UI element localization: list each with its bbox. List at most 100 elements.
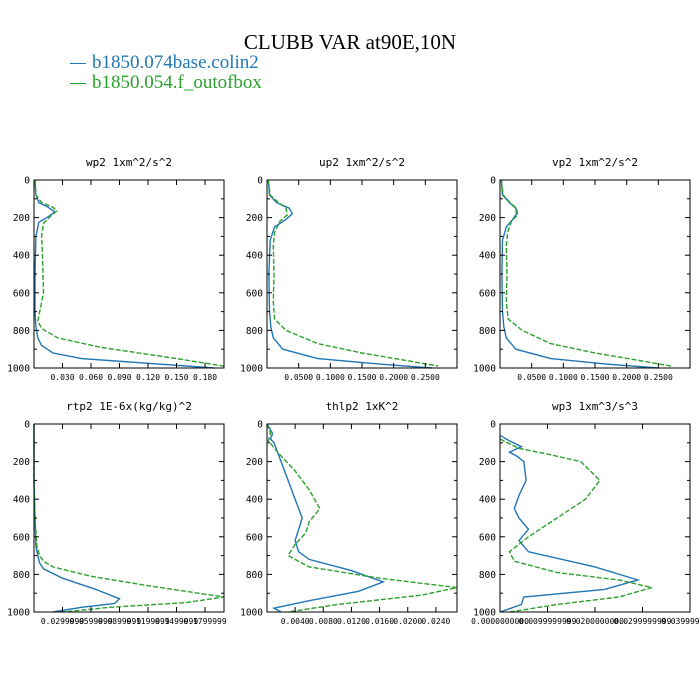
y-tick-label: 0 [257, 420, 263, 431]
x-tick-label: 0.030 [50, 373, 74, 382]
legend-entry: b1850.054.f_outofbox [70, 72, 262, 94]
y-tick-label: 200 [246, 457, 263, 468]
series-line-0 [267, 179, 432, 369]
x-tick-label: 0.0899999 [98, 617, 142, 626]
y-tick-label: 400 [13, 495, 30, 506]
series-line-0 [500, 179, 659, 369]
series-line-1 [500, 179, 672, 367]
x-tick-label: 0.1799999 [183, 617, 227, 626]
y-tick-label: 200 [479, 457, 496, 468]
series-line-1 [267, 179, 439, 367]
y-tick-label: 1000 [240, 364, 263, 375]
x-tick-label: 0.0500 [517, 373, 546, 382]
y-tick-label: 600 [479, 288, 496, 299]
y-tick-label: 400 [246, 495, 263, 506]
y-tick-label: 600 [479, 532, 496, 543]
x-tick-label: 0.0299999999 [614, 617, 672, 626]
y-tick-label: 600 [13, 532, 30, 543]
plot-frame [266, 179, 458, 369]
y-tick-label: 600 [13, 288, 30, 299]
x-tick-label: 0.2500 [644, 373, 673, 382]
plot-frame [33, 179, 225, 369]
series-line-1 [499, 438, 653, 613]
x-tick-label: 0.0080 [309, 617, 338, 626]
plot-frame [499, 423, 691, 613]
series-line-0 [34, 179, 215, 369]
y-tick-label: 800 [479, 326, 496, 337]
y-tick-label: 1000 [473, 364, 496, 375]
x-tick-label: 0.0200000000 [566, 617, 624, 626]
y-tick-label: 400 [479, 495, 496, 506]
legend-entry: b1850.074base.colin2 [70, 52, 259, 74]
x-tick-label: 0.1000 [549, 373, 578, 382]
panel-title: vp2 1xm^2/s^2 [552, 156, 638, 169]
figure-title: CLUBB VAR at90E,10N [243, 30, 457, 54]
x-tick-label: 0.150 [164, 373, 188, 382]
x-tick-label: 0.0040 [281, 617, 310, 626]
x-tick-label: 0.0599999 [69, 617, 113, 626]
y-tick-label: 400 [479, 251, 496, 262]
legend-dashed-line-icon [70, 83, 86, 85]
y-tick-label: 800 [479, 570, 496, 581]
panel-title: up2 1xm^2/s^2 [319, 156, 405, 169]
y-tick-label: 600 [246, 288, 263, 299]
legend-label: b1850.054.f_outofbox [92, 72, 262, 93]
chart-panel-5: wp3 1xm^3/s^3 0 200 400 600 800 10000.00000000… [471, 400, 700, 626]
series-line-1 [34, 179, 225, 367]
chart-panel-1: up2 1xm^2/s^2 0 200 400 600 800 1000 0.0500 0.10… [240, 156, 458, 382]
y-tick-label: 800 [246, 326, 263, 337]
y-tick-label: 400 [246, 251, 263, 262]
x-tick-label: 0.1499999 [155, 617, 199, 626]
y-tick-label: 0 [490, 420, 496, 431]
x-tick-label: 0.1199999 [126, 617, 170, 626]
y-tick-label: 1000 [473, 608, 496, 619]
x-tick-label: 0.1500 [581, 373, 610, 382]
x-tick-label: 0.1500 [348, 373, 377, 382]
series-line-1 [33, 424, 225, 613]
y-tick-label: 600 [246, 532, 263, 543]
x-tick-label: 0.0240 [421, 617, 450, 626]
x-tick-label: 0.2000 [612, 373, 641, 382]
x-tick-label: 0.1000 [316, 373, 345, 382]
panel-title: wp2 1xm^2/s^2 [86, 156, 172, 169]
y-tick-label: 1000 [7, 364, 30, 375]
y-tick-label: 200 [13, 213, 30, 224]
x-tick-label: 0.090 [107, 373, 131, 382]
y-tick-label: 200 [246, 213, 263, 224]
plot-frame [33, 423, 225, 613]
y-tick-label: 800 [13, 570, 30, 581]
y-tick-label: 1000 [7, 608, 30, 619]
panel-title: thlp2 1xK^2 [326, 400, 399, 413]
y-tick-label: 400 [13, 251, 30, 262]
x-tick-label: 0.2000 [379, 373, 408, 382]
legend-solid-line-icon [70, 63, 86, 65]
x-tick-label: 0.0299999 [41, 617, 85, 626]
series-line-0 [33, 424, 121, 613]
x-tick-label: 0.0200 [393, 617, 422, 626]
x-tick-label: 0.180 [193, 373, 217, 382]
panel-title: rtp2 1E-6x(kg/kg)^2 [66, 400, 192, 413]
y-tick-label: 0 [24, 420, 30, 431]
x-tick-label: 0.0160 [365, 617, 394, 626]
series-line-0 [266, 423, 386, 613]
plot-frame [499, 179, 691, 369]
chart-panel-0: wp2 1xm^2/s^2 0 200 400 600 800 1000 0.030 0.060… [7, 156, 225, 382]
chart-panel-4: thlp2 1xK^2 0 200 400 600 800 1000 0.0040 0.0080… [240, 400, 458, 626]
x-tick-label: 0.0500 [284, 373, 313, 382]
y-tick-label: 0 [257, 176, 263, 187]
x-tick-label: 0.120 [136, 373, 160, 382]
y-tick-label: 200 [13, 457, 30, 468]
series-line-1 [266, 423, 458, 613]
series-line-0 [499, 434, 641, 613]
x-tick-label: 0.060 [79, 373, 103, 382]
x-tick-label: 0.2500 [411, 373, 440, 382]
x-tick-label: 0.0120 [337, 617, 366, 626]
legend-label: b1850.074base.colin2 [92, 52, 259, 73]
x-tick-label: 0.0000000000 [471, 617, 529, 626]
panel-title: wp3 1xm^3/s^3 [552, 400, 638, 413]
y-tick-label: 200 [479, 213, 496, 224]
x-tick-label: 0.0399999999 [661, 617, 700, 626]
y-tick-label: 1000 [240, 608, 263, 619]
y-tick-label: 800 [246, 570, 263, 581]
